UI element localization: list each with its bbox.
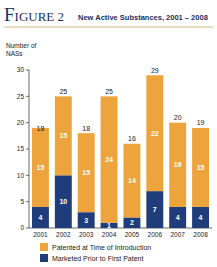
legend-swatch xyxy=(40,254,48,262)
bar-segment xyxy=(146,75,163,191)
y-tick-label: 0 xyxy=(20,224,24,231)
data-label: 10 xyxy=(59,198,67,205)
x-tick-label: 2007 xyxy=(170,231,185,238)
x-tick-label: 2008 xyxy=(193,231,208,238)
bar-segment xyxy=(192,207,209,228)
total-label: 19 xyxy=(197,119,205,126)
title-rule xyxy=(4,27,213,28)
data-label: 14 xyxy=(128,177,136,184)
data-labels: 4 15 18 10 15 25 3 15 18 1 24 25 2 14 16 7 22 29 4 16 20 4 15 1… xyxy=(37,67,205,229)
chart: FIGURE 2 New Active Substances, 2001 – 20… xyxy=(0,0,217,267)
x-tick-label: 2001 xyxy=(33,231,48,238)
data-label: 15 xyxy=(197,164,205,171)
y-tick-label: 10 xyxy=(17,172,25,179)
subtitle: New Active Substances, 2001 – 2008 xyxy=(78,13,208,22)
y-tick xyxy=(26,175,29,176)
data-label: 4 xyxy=(199,214,203,221)
x-tick-label: 2004 xyxy=(102,231,117,238)
bar-segment xyxy=(78,212,95,228)
data-label: 1 xyxy=(107,222,111,229)
bar-segment xyxy=(32,128,49,207)
bar-segment xyxy=(169,123,186,207)
y-tick xyxy=(26,149,29,150)
total-label: 20 xyxy=(174,114,182,121)
bar-segment xyxy=(123,144,140,218)
bars xyxy=(32,75,209,228)
data-label: 24 xyxy=(105,156,113,163)
bar-segment xyxy=(32,207,49,228)
y-tick xyxy=(26,228,29,229)
data-label: 22 xyxy=(151,130,159,137)
data-label: 16 xyxy=(174,161,182,168)
legend-swatch xyxy=(40,243,48,251)
y-tick-label: 20 xyxy=(17,119,25,126)
bar-segment xyxy=(55,96,72,175)
x-tick-label: 2002 xyxy=(56,231,71,238)
y-label: Number ofNASs xyxy=(6,42,37,57)
bar-segment xyxy=(78,133,95,212)
bar-segment xyxy=(101,223,118,228)
y-tick xyxy=(26,122,29,123)
x-tick-label: 2003 xyxy=(79,231,94,238)
data-label: 3 xyxy=(84,217,88,224)
legend-label: Marketed Prior to First Patent xyxy=(52,255,143,262)
data-label: 15 xyxy=(59,132,67,139)
x-tick-label: 2006 xyxy=(148,231,163,238)
bar-segment xyxy=(55,175,72,228)
total-label: 18 xyxy=(37,125,45,132)
data-label: 4 xyxy=(38,214,42,221)
data-label: 7 xyxy=(153,206,157,213)
total-label: 18 xyxy=(82,125,90,132)
y-tick xyxy=(26,96,29,97)
y-tick xyxy=(26,201,29,202)
data-label: 15 xyxy=(82,169,90,176)
total-label: 25 xyxy=(59,88,67,95)
y-tick xyxy=(26,70,29,71)
data-label: 15 xyxy=(37,164,45,171)
total-label: 29 xyxy=(151,67,159,74)
bar-segment xyxy=(101,96,118,222)
bar-segment xyxy=(123,217,140,228)
total-label: 16 xyxy=(128,135,136,142)
y-tick-label: 25 xyxy=(17,93,25,100)
data-label: 4 xyxy=(176,214,180,221)
x-tick-label: 2005 xyxy=(125,231,140,238)
bar-segment xyxy=(146,191,163,228)
bar-segment xyxy=(169,207,186,228)
total-label: 25 xyxy=(105,88,113,95)
y-tick-label: 5 xyxy=(20,198,24,205)
y-tick-label: 30 xyxy=(17,66,25,73)
data-label: 2 xyxy=(130,219,134,226)
bar-segment xyxy=(192,128,209,207)
title: FIGURE 2 xyxy=(4,4,64,25)
y-tick-label: 15 xyxy=(17,145,25,152)
legend-label: Patented at Time of Introduction xyxy=(52,244,151,251)
